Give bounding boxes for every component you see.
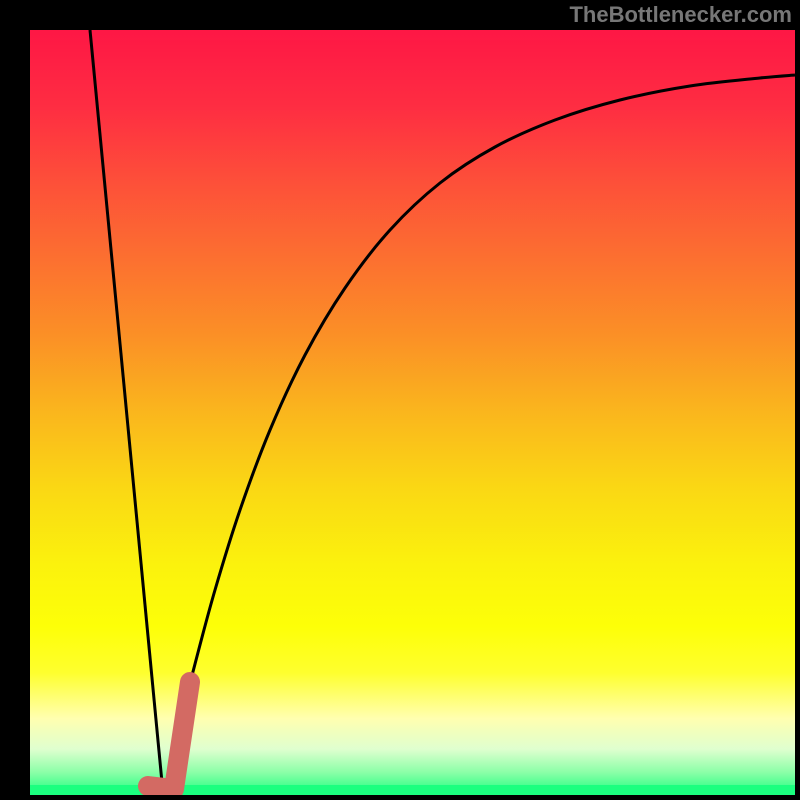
watermark-text: TheBottlenecker.com: [569, 2, 792, 28]
curves-layer: [30, 30, 795, 795]
plot-area: [30, 30, 795, 795]
chart-root: TheBottlenecker.com: [0, 0, 800, 800]
left-line: [90, 30, 163, 793]
right-curve: [165, 75, 795, 793]
